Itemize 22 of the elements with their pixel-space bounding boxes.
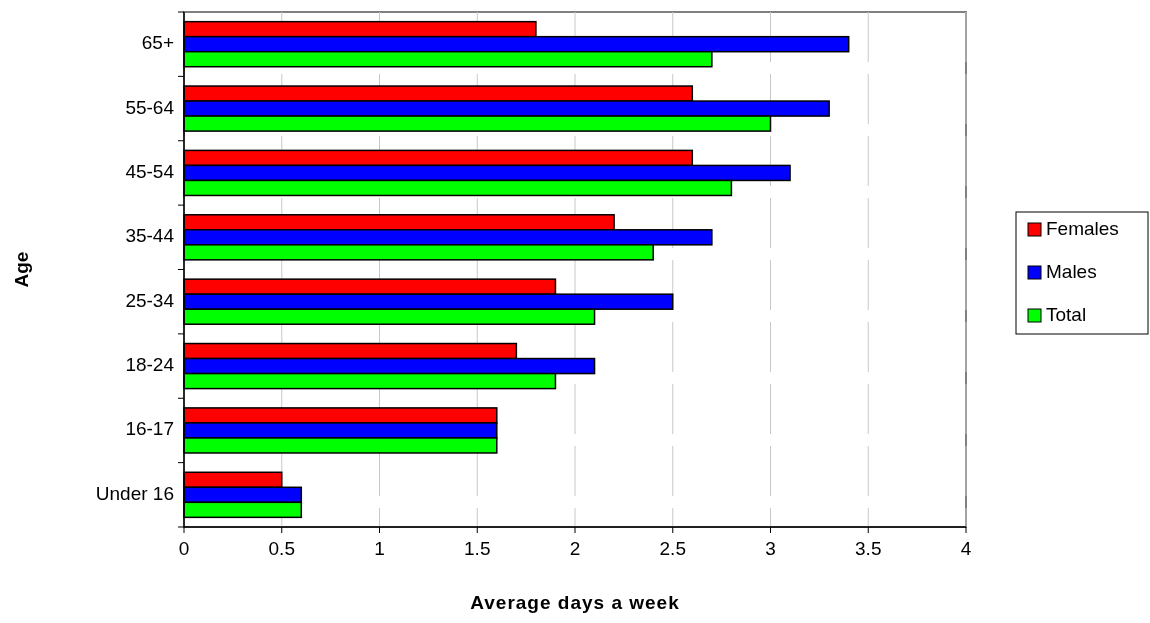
x-tick-label: 4 — [960, 538, 972, 559]
x-tick-label: 1 — [374, 538, 385, 559]
legend-label: Total — [1046, 304, 1087, 326]
y-axis-title: Age — [11, 251, 32, 288]
y-tick-label: 55-64 — [125, 96, 175, 118]
legend-label: Females — [1046, 218, 1119, 240]
y-tick-label: 25-34 — [125, 289, 175, 311]
y-tick-label: 65+ — [141, 32, 174, 54]
y-tick-label: 35-44 — [125, 225, 175, 247]
x-tick-label: 3 — [765, 538, 776, 559]
y-tick-label: 45-54 — [125, 160, 175, 182]
x-tick-label: 1.5 — [464, 538, 491, 559]
x-tick-label: 0 — [178, 538, 190, 559]
x-tick-label: 2.5 — [659, 538, 686, 559]
x-tick-label: 2 — [569, 538, 581, 559]
x-tick-label: 3.5 — [855, 538, 882, 559]
y-tick-label: 16-17 — [125, 418, 174, 440]
y-tick-label: Under 16 — [95, 482, 174, 504]
x-axis-title: Average days a week — [470, 592, 680, 613]
x-tick-label: 0.5 — [268, 538, 295, 559]
legend-label: Males — [1046, 261, 1097, 283]
y-tick-label: 18-24 — [125, 354, 175, 376]
